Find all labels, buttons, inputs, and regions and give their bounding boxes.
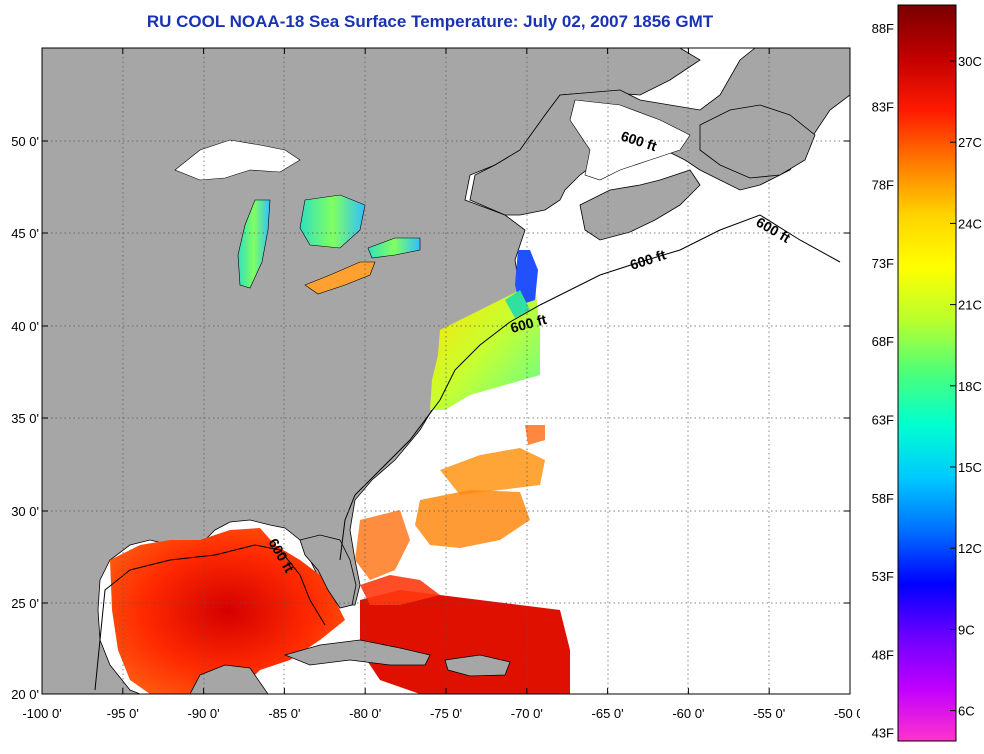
lat-tick-label: 35 0' [11, 411, 39, 426]
lon-tick-label: -95 0' [107, 706, 139, 721]
sst-offshore-orange-4 [525, 425, 545, 445]
land-florida [299, 534, 357, 609]
sst-mid-atlantic-shelf [430, 285, 540, 410]
map-title: RU COOL NOAA-18 Sea Surface Temperature:… [146, 12, 714, 31]
sst-caribbean [360, 590, 570, 694]
sst-gulf-of-maine [515, 250, 538, 305]
sst-map: 600 ft 600 ft 600 ft 600 ft 600 ft -100 … [11, 47, 860, 721]
celsius-label: 21C [958, 298, 982, 313]
fahrenheit-label: 53F [872, 569, 894, 584]
sst-offshore-orange-3 [355, 510, 410, 580]
fahrenheit-label: 58F [872, 491, 894, 506]
lat-tick-label: 45 0' [11, 226, 39, 241]
lon-tick-label: -80 0' [349, 706, 381, 721]
lat-tick-label: 30 0' [11, 504, 39, 519]
sst-bahamas [360, 575, 440, 605]
sst-offshore-orange-2 [415, 490, 530, 548]
lon-tick-label: -85 0' [268, 706, 300, 721]
land-yucatan [189, 664, 269, 694]
fahrenheit-label: 68F [872, 334, 894, 349]
celsius-label: 6C [958, 704, 975, 719]
lat-tick-label: 50 0' [11, 134, 39, 149]
lon-tick-label: -75 0' [430, 706, 462, 721]
lake-ontario [367, 237, 421, 259]
axis-ticks: -100 0' -95 0' -90 0' -85 0' -80 0' -75 0' -70… [11, 48, 860, 721]
lat-tick-label: 40 0' [11, 319, 39, 334]
gulf-st-lawrence [569, 99, 691, 181]
colorbar: 88F 83F 78F 73F 68F 63F 58F 53F 48F 43F 30C 27C 24C 2… [872, 4, 982, 742]
lake-huron [299, 194, 366, 249]
lon-tick-label: -100 0' [22, 706, 61, 721]
lat-tick-label: 25 0' [11, 596, 39, 611]
lon-tick-label: -50 0' [834, 706, 860, 721]
fahrenheit-label: 63F [872, 413, 894, 428]
lon-tick-label: -55 0' [753, 706, 785, 721]
sst-gulf-of-mexico [110, 528, 345, 694]
fahrenheit-label: 43F [872, 726, 894, 741]
sst-offshore-orange-1 [440, 448, 545, 495]
land-cuba [283, 639, 431, 666]
lon-tick-label: -60 0' [672, 706, 704, 721]
land-newfoundland [699, 104, 816, 179]
lon-tick-label: -70 0' [511, 706, 543, 721]
fahrenheit-label: 88F [872, 21, 894, 36]
celsius-label: 24C [958, 216, 982, 231]
lon-tick-label: -65 0' [592, 706, 624, 721]
lake-erie [304, 261, 376, 295]
lake-superior [174, 139, 301, 181]
fahrenheit-label: 78F [872, 178, 894, 193]
celsius-label: 30C [958, 54, 982, 69]
sst-new-england-shelf [505, 290, 530, 318]
isobath-600ft [94, 214, 841, 691]
land-hispaniola [444, 654, 511, 677]
land-nova-scotia [579, 169, 701, 241]
celsius-label: 15C [958, 460, 982, 475]
fahrenheit-label: 73F [872, 256, 894, 271]
celsius-label: 18C [958, 379, 982, 394]
map-plot-area: 600 ft 600 ft 600 ft 600 ft 600 ft [42, 48, 850, 694]
lon-tick-label: -90 0' [188, 706, 220, 721]
fahrenheit-label: 48F [872, 647, 894, 662]
celsius-label: 12C [958, 541, 982, 556]
colorbar-scale [897, 4, 957, 742]
fahrenheit-label: 83F [872, 99, 894, 114]
celsius-label: 9C [958, 622, 975, 637]
lake-michigan [237, 199, 271, 289]
celsius-label: 27C [958, 135, 982, 150]
lat-tick-label: 20 0' [11, 687, 39, 702]
